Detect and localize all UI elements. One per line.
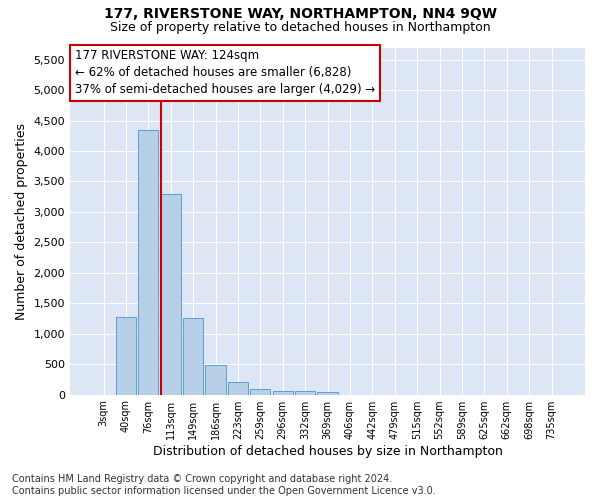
- Bar: [138, 130, 158, 394]
- Bar: [317, 392, 338, 394]
- X-axis label: Distribution of detached houses by size in Northampton: Distribution of detached houses by size …: [152, 444, 502, 458]
- Bar: [250, 389, 271, 394]
- Bar: [116, 318, 136, 394]
- Text: 177 RIVERSTONE WAY: 124sqm
← 62% of detached houses are smaller (6,828)
37% of s: 177 RIVERSTONE WAY: 124sqm ← 62% of deta…: [75, 49, 376, 96]
- Y-axis label: Number of detached properties: Number of detached properties: [15, 122, 28, 320]
- Bar: [205, 366, 226, 394]
- Text: Size of property relative to detached houses in Northampton: Size of property relative to detached ho…: [110, 21, 490, 34]
- Bar: [272, 391, 293, 394]
- Text: 177, RIVERSTONE WAY, NORTHAMPTON, NN4 9QW: 177, RIVERSTONE WAY, NORTHAMPTON, NN4 9Q…: [104, 8, 497, 22]
- Bar: [183, 318, 203, 394]
- Bar: [228, 382, 248, 394]
- Bar: [161, 194, 181, 394]
- Text: Contains HM Land Registry data © Crown copyright and database right 2024.
Contai: Contains HM Land Registry data © Crown c…: [12, 474, 436, 496]
- Bar: [295, 391, 315, 394]
